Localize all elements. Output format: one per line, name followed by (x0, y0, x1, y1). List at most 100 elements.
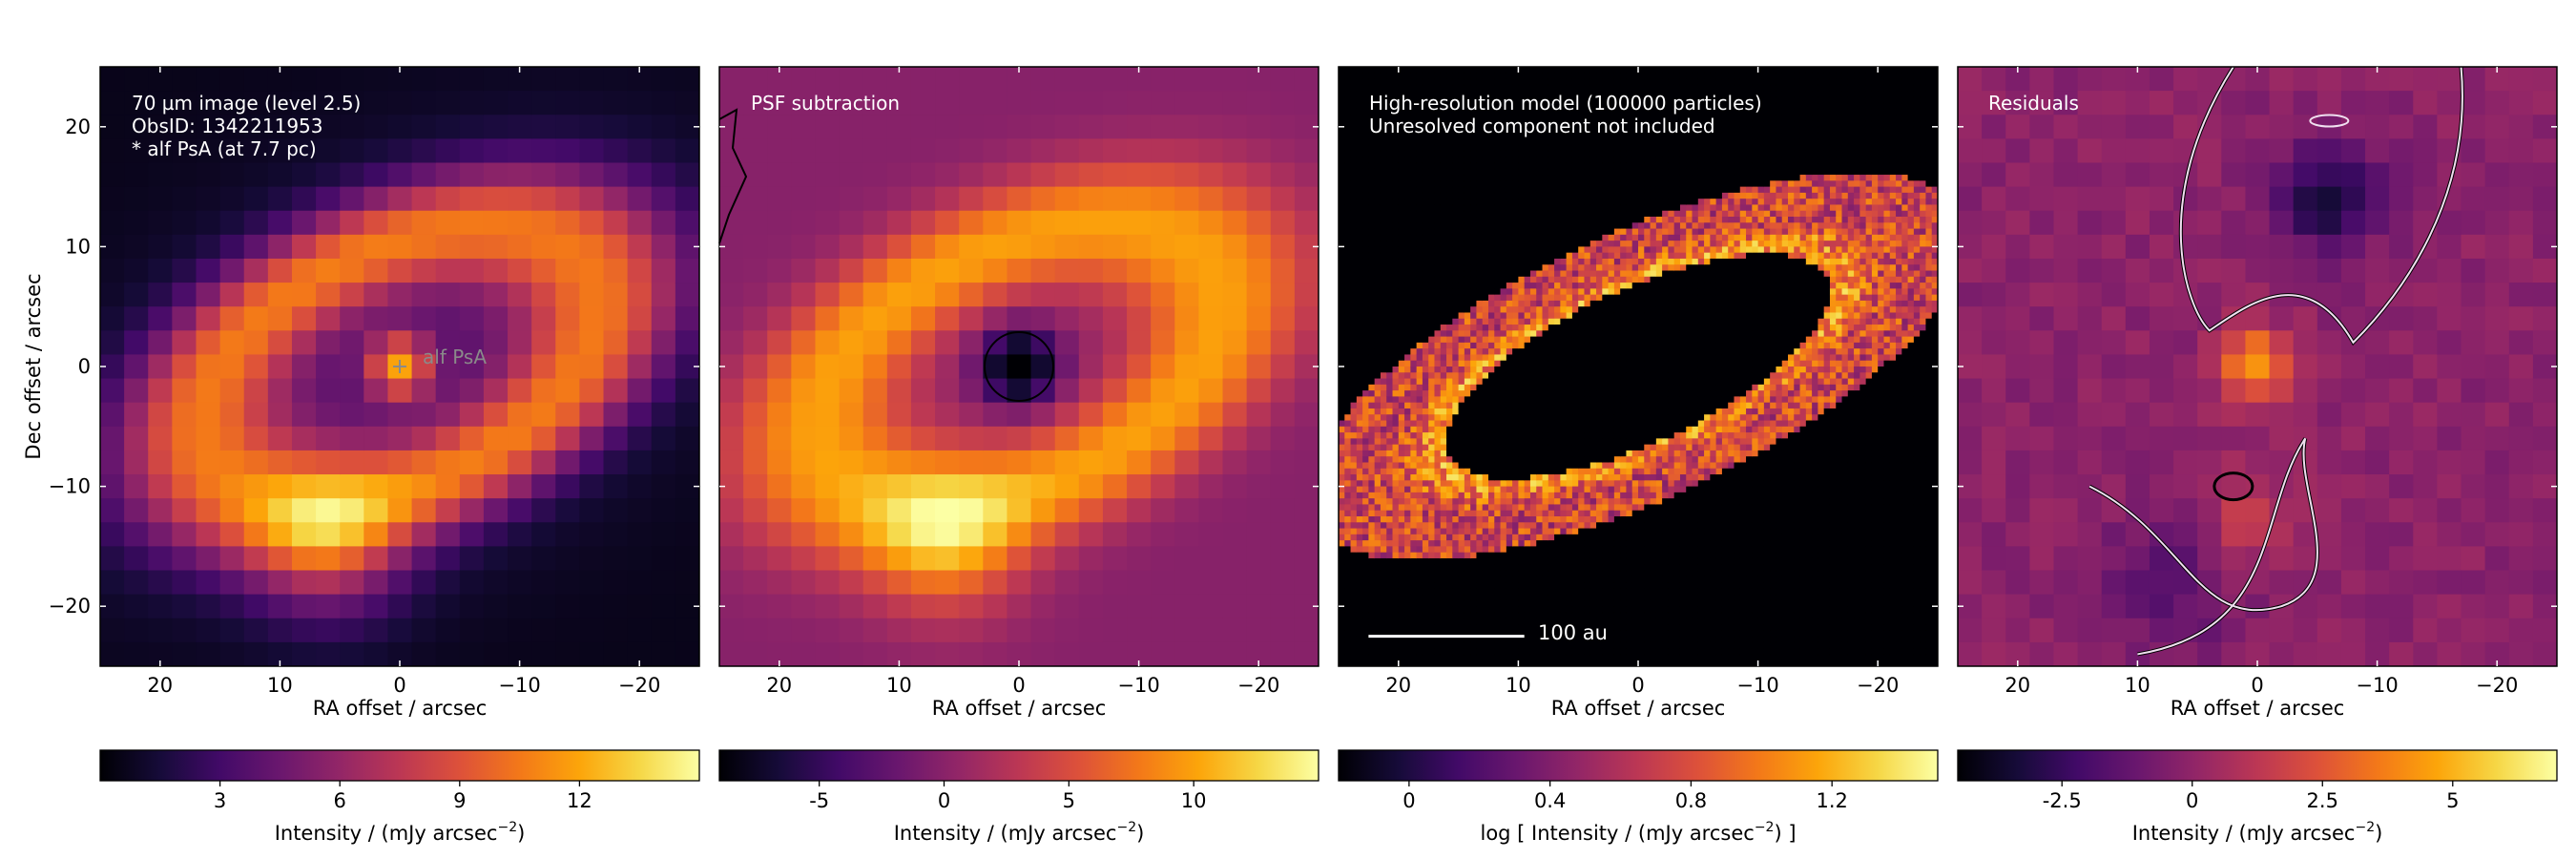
image-pixel (1446, 228, 1453, 236)
image-pixel (100, 91, 125, 115)
image-pixel (1339, 606, 1345, 614)
image-pixel (1518, 546, 1526, 554)
image-pixel (1416, 516, 1423, 523)
image-pixel (1344, 126, 1352, 134)
image-pixel (1054, 234, 1080, 260)
image-pixel (1470, 330, 1478, 338)
image-pixel (1368, 516, 1376, 523)
image-pixel (1494, 456, 1502, 464)
image-pixel (767, 570, 792, 596)
image-pixel (1488, 570, 1495, 577)
image-pixel (1416, 283, 1423, 289)
image-pixel (1222, 258, 1248, 283)
image-pixel (340, 330, 364, 356)
image-pixel (1362, 456, 1369, 464)
image-pixel (1446, 408, 1453, 415)
image-pixel (1350, 300, 1358, 307)
image-pixel (1054, 498, 1080, 523)
image-pixel (1488, 432, 1495, 439)
image-pixel (1339, 186, 1345, 194)
image-pixel (1428, 318, 1436, 325)
image-pixel (555, 186, 580, 212)
image-pixel (767, 498, 792, 523)
image-pixel (1476, 252, 1484, 260)
image-pixel (1476, 390, 1484, 397)
image-pixel (1529, 342, 1537, 349)
image-pixel (1518, 306, 1526, 314)
image-pixel (1500, 540, 1507, 547)
image-pixel (1506, 618, 1513, 625)
y-tick-label: −10 (49, 475, 91, 498)
image-pixel (1452, 468, 1460, 475)
image-pixel (1434, 378, 1442, 386)
image-pixel (1422, 294, 1429, 302)
image-pixel (1446, 618, 1453, 625)
image-pixel (1422, 516, 1429, 523)
image-pixel (1512, 138, 1519, 146)
image-pixel (1339, 199, 1345, 206)
image-pixel (1368, 480, 1376, 488)
image-pixel (1410, 474, 1418, 481)
image-pixel (1464, 204, 1471, 212)
image-pixel (1270, 594, 1296, 619)
image-pixel (1374, 402, 1381, 409)
image-pixel (1416, 108, 1423, 115)
image-pixel (1410, 618, 1418, 625)
image-pixel (983, 354, 1008, 380)
image-pixel (1482, 306, 1489, 314)
image-pixel (291, 91, 317, 115)
image-pixel (1404, 474, 1411, 481)
image-pixel (1500, 372, 1507, 380)
image-pixel (959, 498, 984, 523)
image-pixel (1470, 246, 1478, 254)
image-pixel (1416, 258, 1423, 265)
image-pixel (1386, 283, 1394, 289)
image-pixel (483, 330, 509, 356)
image-pixel (1374, 594, 1381, 601)
image-pixel (1386, 367, 1394, 373)
image-pixel (1386, 570, 1394, 577)
image-pixel (1404, 546, 1411, 554)
image-pixel (1416, 438, 1423, 446)
image-pixel (1294, 522, 1319, 547)
image-pixel (1482, 162, 1489, 170)
image-pixel (1476, 270, 1484, 278)
image-pixel (1398, 78, 1405, 86)
image-pixel (1380, 606, 1387, 614)
image-pixel (1374, 450, 1381, 457)
image-pixel (1452, 624, 1460, 631)
image-pixel (1458, 354, 1465, 362)
image-pixel (1386, 528, 1394, 535)
image-pixel (1374, 330, 1381, 338)
image-pixel (1500, 582, 1507, 589)
image-pixel (1482, 246, 1489, 254)
image-pixel (364, 498, 389, 523)
image-pixel (1078, 258, 1104, 283)
image-pixel (1524, 372, 1531, 380)
image-pixel (1506, 336, 1513, 344)
image-pixel (1518, 138, 1526, 146)
image-pixel (1524, 294, 1531, 302)
image-pixel (1246, 115, 1272, 139)
image-pixel (1404, 294, 1411, 302)
image-pixel (1488, 480, 1495, 488)
image-pixel (316, 234, 341, 260)
image-pixel (1428, 522, 1436, 530)
image-pixel (1542, 96, 1549, 104)
y-tick-label: −20 (49, 595, 91, 618)
image-pixel (1554, 96, 1561, 104)
image-pixel (1362, 564, 1369, 572)
image-pixel (267, 498, 293, 523)
image-pixel (1174, 210, 1199, 236)
image-pixel (1410, 325, 1418, 331)
image-pixel (1518, 516, 1526, 523)
image-pixel (1127, 474, 1152, 499)
image-pixel (1548, 283, 1555, 289)
image-pixel (1356, 462, 1363, 470)
image-pixel (1536, 522, 1544, 530)
image-pixel (1529, 84, 1537, 92)
image-pixel (1339, 162, 1345, 170)
image-pixel (886, 115, 912, 139)
image-pixel (1440, 516, 1447, 523)
image-pixel (1458, 283, 1465, 289)
